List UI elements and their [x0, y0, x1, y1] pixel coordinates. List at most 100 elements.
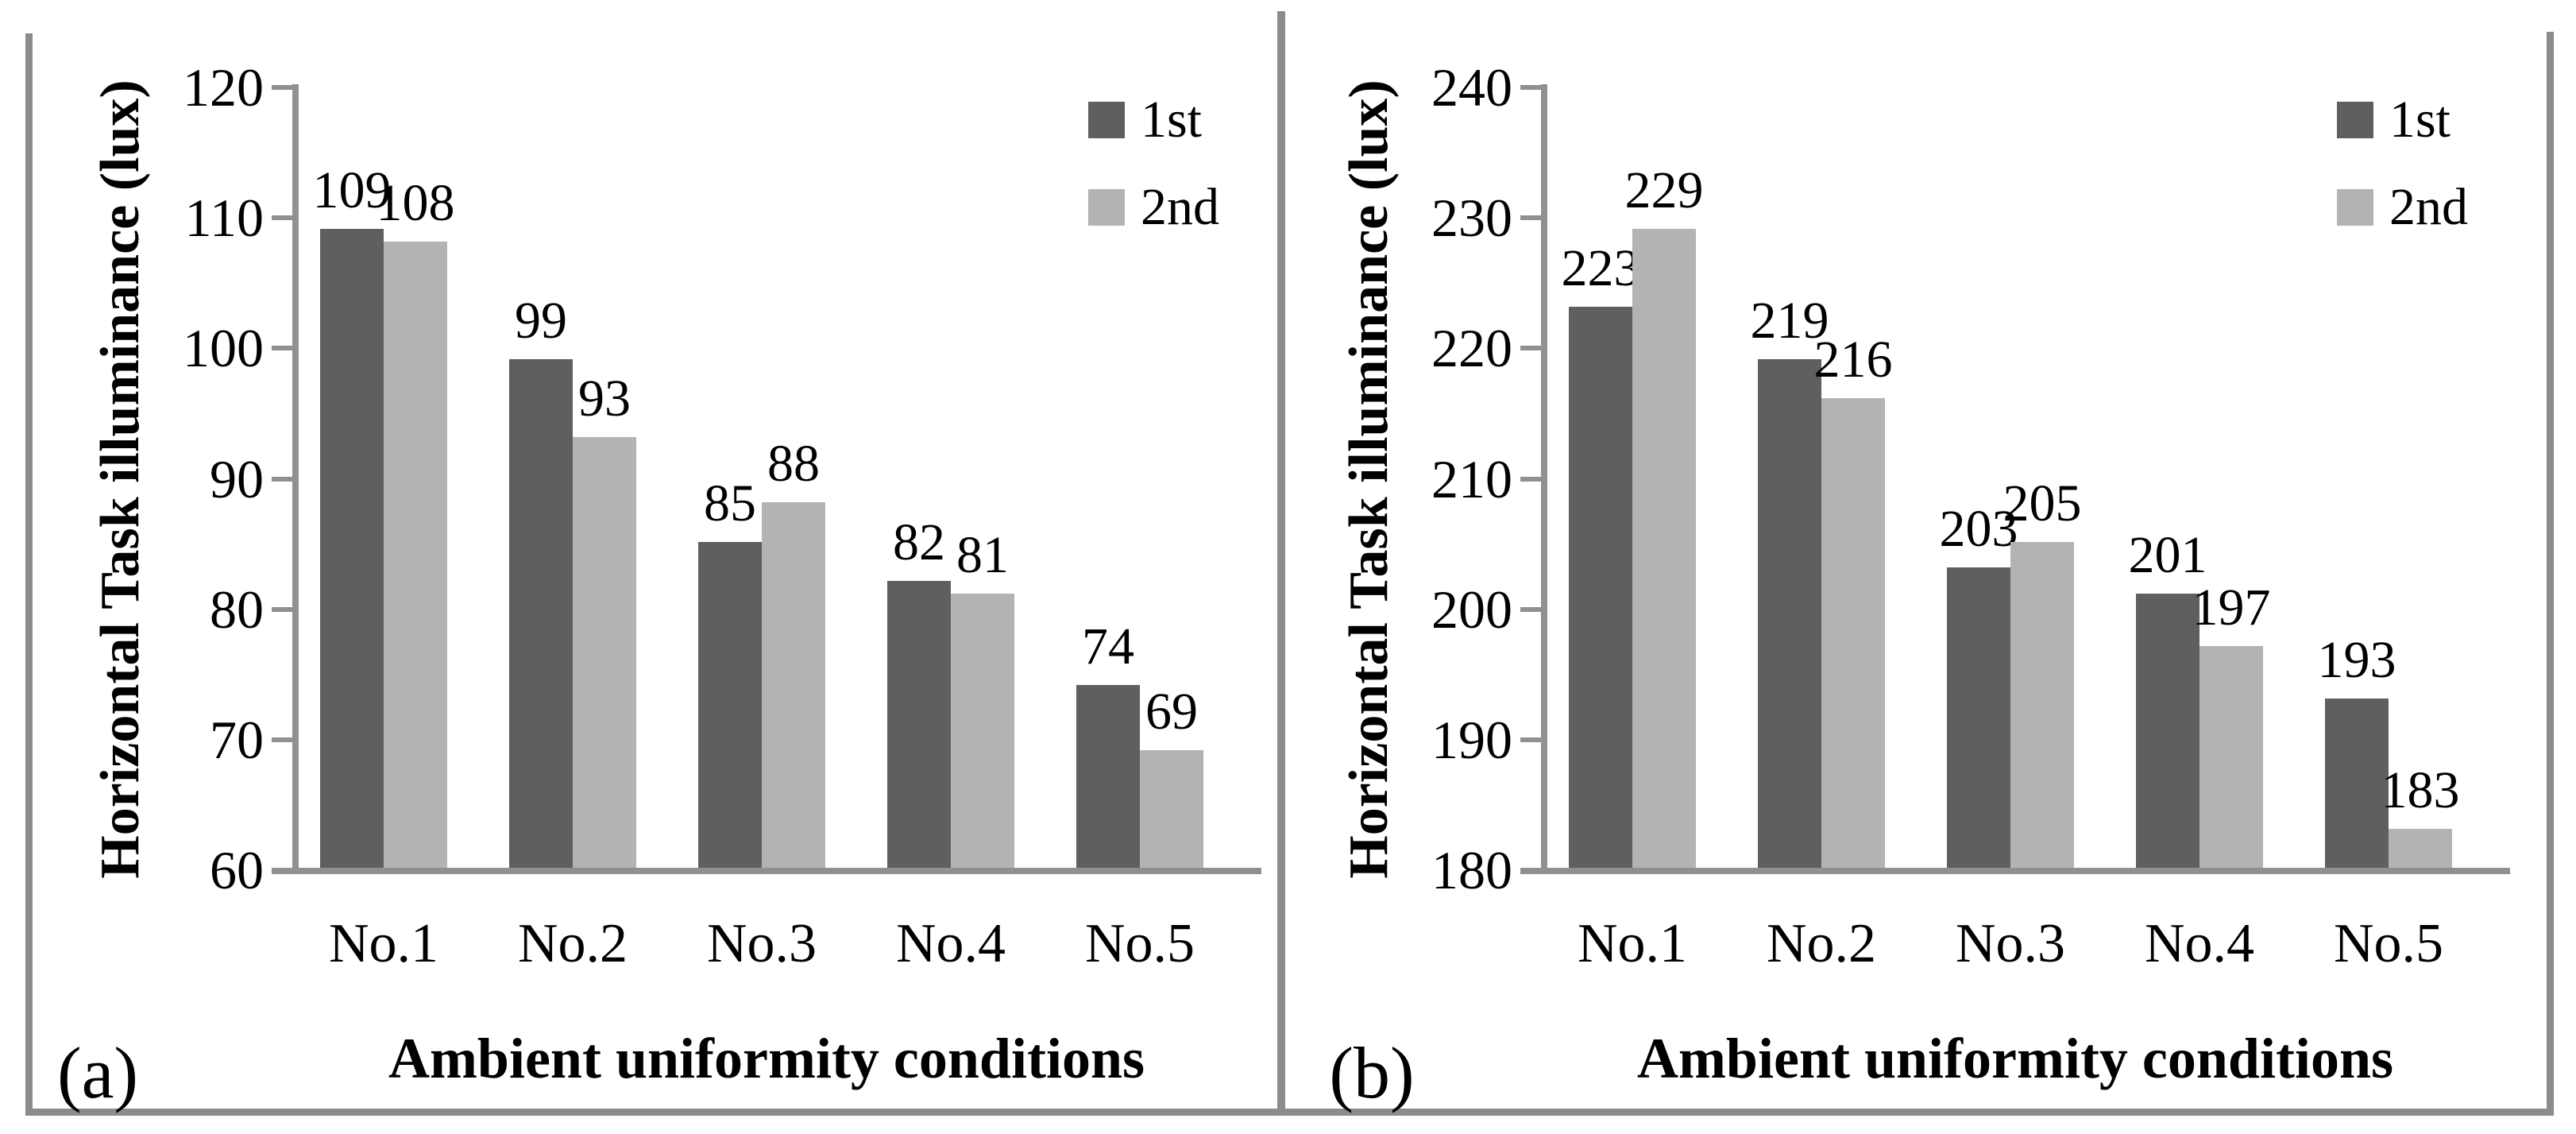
- bar-value-label: 108: [376, 174, 455, 232]
- bar-1st-no.4: [2136, 594, 2199, 868]
- y-axis-tick: [1520, 737, 1541, 742]
- bar-value-label: 88: [767, 435, 820, 493]
- x-axis-category-label: No.4: [895, 913, 1006, 974]
- bar-value-label: 74: [1082, 617, 1134, 676]
- legend-swatch-2nd: [1088, 189, 1125, 226]
- legend-entry-1st: 1st: [1088, 94, 1202, 146]
- y-axis-line: [292, 84, 299, 874]
- legend-entry-2nd: 2nd: [2337, 181, 2468, 234]
- y-axis-tick-label: 80: [210, 579, 264, 640]
- bar-value-label: 197: [2192, 578, 2271, 637]
- y-axis-tick-label: 90: [210, 448, 264, 509]
- bar-1st-no.5: [1076, 685, 1140, 868]
- x-axis-line: [272, 868, 1261, 874]
- panel-letter: (a): [56, 1032, 139, 1113]
- x-axis-category-label: No.3: [1955, 913, 2066, 974]
- bar-value-label: 216: [1813, 331, 1893, 389]
- y-axis-tick-label: 180: [1431, 840, 1512, 900]
- x-axis-category-label: No.1: [328, 913, 439, 974]
- bar-value-label: 93: [578, 370, 631, 428]
- bar-2nd-no.3: [2010, 541, 2074, 868]
- bar-2nd-no.5: [2389, 828, 2452, 868]
- bar-value-label: 223: [1561, 239, 1640, 298]
- panel-letter: (b): [1329, 1032, 1415, 1113]
- bar-2nd-no.1: [1632, 228, 1696, 868]
- y-axis-tick-label: 230: [1431, 188, 1512, 249]
- legend-label: 1st: [2389, 91, 2451, 149]
- legend-label: 2nd: [2389, 178, 2468, 236]
- y-axis-tick: [1520, 606, 1541, 612]
- x-axis-title: Ambient uniformity conditions: [388, 1027, 1145, 1090]
- legend-label: 1st: [1141, 91, 1203, 149]
- y-axis-tick: [1520, 215, 1541, 221]
- legend-entry-1st: 1st: [2337, 94, 2450, 146]
- x-axis-category-label: No.5: [1084, 913, 1195, 974]
- x-axis-category-label: No.1: [1577, 913, 1688, 974]
- legend-swatch-1st: [2337, 102, 2373, 138]
- y-axis-tick-label: 220: [1431, 318, 1512, 379]
- y-axis-tick: [1520, 346, 1541, 351]
- y-axis-tick-label: 60: [210, 840, 264, 900]
- bar-2nd-no.4: [951, 594, 1014, 868]
- y-axis-line: [1541, 84, 1547, 874]
- y-axis-tick-label: 100: [183, 318, 264, 379]
- bar-2nd-no.2: [1821, 398, 1885, 868]
- x-axis-category-label: No.5: [2333, 913, 2444, 974]
- x-axis-line: [1520, 868, 2510, 874]
- x-axis-title: Ambient uniformity conditions: [1636, 1027, 2394, 1090]
- y-axis-tick: [272, 85, 292, 90]
- legend-entry-2nd: 2nd: [1088, 181, 1219, 234]
- bar-1st-no.3: [698, 541, 762, 868]
- bar-2nd-no.4: [2199, 645, 2263, 868]
- bar-1st-no.4: [887, 580, 951, 868]
- y-axis-tick-label: 210: [1431, 448, 1512, 509]
- bar-1st-no.1: [1569, 307, 1632, 868]
- bar-1st-no.2: [1758, 358, 1821, 868]
- frame-left-border: [25, 33, 33, 1109]
- y-axis-tick-label: 240: [1431, 57, 1512, 118]
- x-axis-category-label: No.4: [2144, 913, 2255, 974]
- bar-value-label: 81: [956, 526, 1009, 585]
- frame-panel-divider: [1277, 11, 1285, 1109]
- bar-1st-no.1: [320, 228, 384, 868]
- bar-value-label: 85: [704, 474, 756, 532]
- y-axis-tick: [1520, 85, 1541, 90]
- legend-swatch-1st: [1088, 102, 1125, 138]
- bar-value-label: 109: [312, 161, 392, 219]
- y-axis-tick: [272, 606, 292, 612]
- bar-value-label: 82: [893, 513, 945, 571]
- bar-2nd-no.2: [573, 437, 636, 868]
- bar-2nd-no.5: [1140, 750, 1203, 868]
- y-axis-tick: [272, 346, 292, 351]
- bar-2nd-no.1: [384, 242, 447, 868]
- bar-value-label: 69: [1145, 683, 1198, 741]
- y-axis-tick: [1520, 476, 1541, 482]
- y-axis-tick-label: 110: [184, 188, 264, 249]
- bar-value-label: 201: [2128, 526, 2207, 585]
- bar-value-label: 99: [515, 291, 567, 350]
- x-axis-category-label: No.2: [517, 913, 628, 974]
- legend-label: 2nd: [1141, 178, 1219, 236]
- bar-value-label: 193: [2317, 630, 2396, 689]
- y-axis-tick-label: 70: [210, 709, 264, 770]
- y-axis-tick-label: 120: [183, 57, 264, 118]
- bar-1st-no.3: [1947, 567, 2010, 868]
- y-axis-tick: [272, 476, 292, 482]
- bar-1st-no.2: [509, 358, 573, 868]
- x-axis-category-label: No.2: [1766, 913, 1877, 974]
- bar-2nd-no.3: [762, 502, 825, 868]
- frame-bottom-border: [25, 1109, 2554, 1116]
- bar-value-label: 219: [1750, 291, 1829, 350]
- y-axis-tick: [272, 215, 292, 221]
- y-axis-tick-label: 190: [1431, 709, 1512, 770]
- frame-right-border: [2547, 32, 2554, 1109]
- bar-value-label: 183: [2381, 761, 2460, 819]
- bar-1st-no.5: [2325, 698, 2389, 868]
- x-axis-category-label: No.3: [706, 913, 817, 974]
- y-axis-tick-label: 200: [1431, 579, 1512, 640]
- y-axis-tick: [272, 737, 292, 742]
- bar-value-label: 205: [2002, 474, 2082, 532]
- bar-value-label: 203: [1939, 500, 2018, 559]
- legend-swatch-2nd: [2337, 189, 2373, 226]
